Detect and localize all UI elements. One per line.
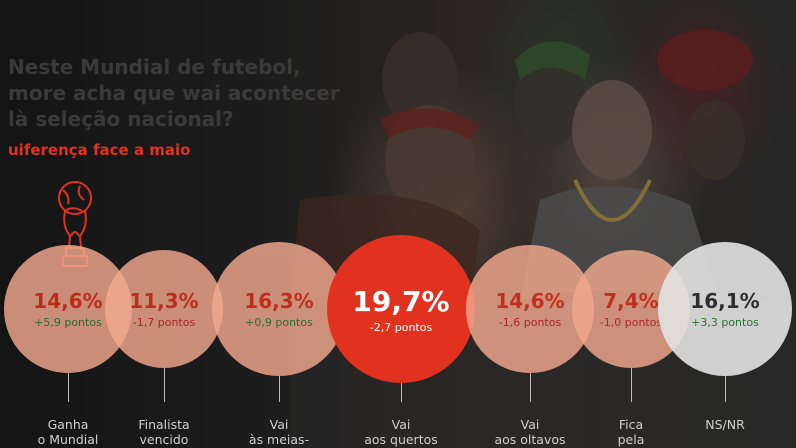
value-label: 11,3% [129, 288, 199, 313]
category-label: Vai aos quertos [346, 417, 456, 447]
value-label: 16,3% [244, 288, 314, 313]
value-label: 16,1% [690, 288, 760, 313]
category-label-line: pela [617, 432, 645, 447]
change-label: +0,9 pontos [245, 315, 313, 329]
bubble-stem [725, 375, 726, 402]
value-label: 14,6% [33, 288, 103, 313]
bubble-stem [164, 367, 165, 402]
change-label: -2,7 pontos [369, 320, 433, 334]
category-label-line: o Mundial [37, 432, 99, 447]
category-label-line: vencido [139, 432, 189, 447]
value-label: 19,7% [352, 284, 450, 318]
bubble-nsnr: 16,1% +3,3 pontos [658, 242, 792, 376]
category-label: NS/NR [670, 417, 780, 432]
change-label: +5,9 pontos [34, 315, 102, 329]
category-label-line: Fica [618, 417, 644, 432]
category-label: Vai às meias- [224, 417, 334, 447]
category-label: Ganha o Mundial [13, 417, 123, 447]
category-label: Finalista vencido [109, 417, 219, 447]
category-label-line: Finalista [138, 417, 190, 432]
title-line: Neste Mundial de futebol, [8, 55, 301, 79]
category-label: Fica pela [576, 417, 686, 447]
bubble-stem [401, 383, 402, 402]
title-line: more acha que wai acontecer [8, 81, 340, 105]
bubble-stem [530, 372, 531, 402]
bubble-finalista: 11,3% -1,7 pontos [105, 250, 223, 368]
category-label-line: às meias- [248, 432, 310, 447]
change-label: -1,0 pontos [599, 315, 663, 329]
category-label-line: Ganha [47, 417, 89, 432]
bubble-quartos: 19,7% -2,7 pontos [327, 235, 475, 383]
category-label-line: NS/NR [705, 417, 745, 432]
category-label-line: Vai [269, 417, 289, 432]
chart-subtitle: uiferença face a maio [8, 141, 191, 159]
bubble-stem [279, 376, 280, 402]
bubble-stem [68, 372, 69, 402]
category-label-line: aos quertos [364, 432, 438, 447]
chart-title: Neste Mundial de futebol, more acha que … [8, 54, 368, 132]
category-label: Vai aos oltavos [475, 417, 585, 447]
change-label: -1,6 pontos [498, 315, 562, 329]
category-label-line: Vai [391, 417, 411, 432]
value-label: 7,4% [603, 288, 659, 313]
bubble-stem [631, 367, 632, 402]
category-label-line: Vai [520, 417, 540, 432]
value-label: 14,6% [495, 288, 565, 313]
change-label: +3,3 pontos [691, 315, 759, 329]
title-line: là seleção nacional? [8, 107, 234, 131]
category-label-line: aos oltavos [494, 432, 566, 447]
bubble-meias: 16,3% +0,9 pontos [211, 241, 347, 377]
change-label: -1,7 pontos [132, 315, 196, 329]
